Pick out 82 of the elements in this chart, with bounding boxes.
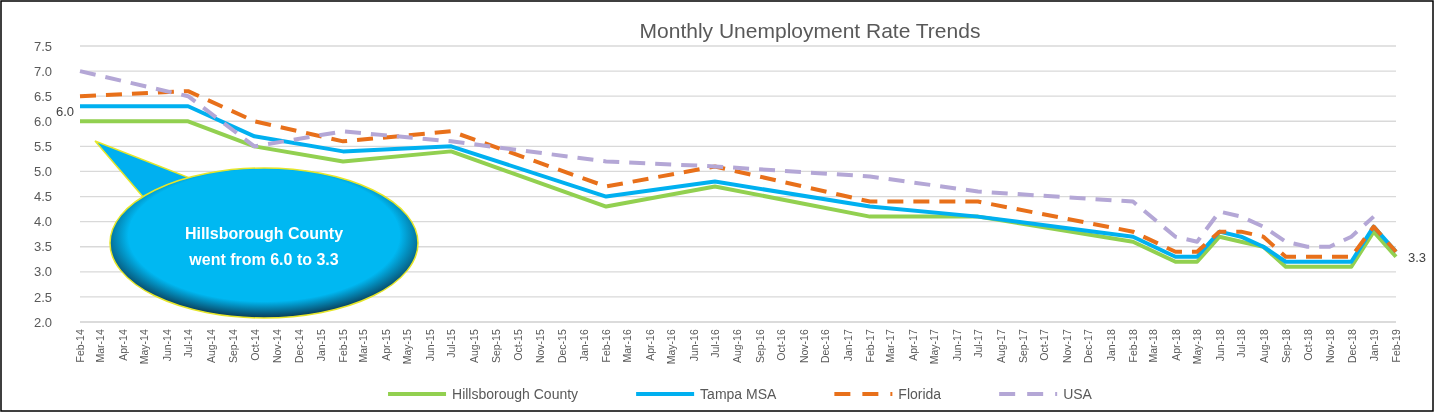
x-tick-label: Jan-16 [577, 329, 590, 362]
x-tick-label: May-16 [665, 329, 678, 365]
x-tick-label: Nov-18 [1323, 329, 1336, 364]
x-tick-label: Apr-17 [906, 329, 919, 361]
x-tick-label: Mar-14 [94, 329, 107, 363]
x-tick-label: Jun-16 [687, 329, 700, 362]
x-tick-label: Jul-15 [445, 329, 458, 358]
data-label: 3.3 [1408, 249, 1427, 265]
legend-label: Florida [898, 386, 942, 402]
x-tick-label: Aug-18 [1257, 329, 1270, 364]
x-tick-label: Nov-14 [270, 329, 283, 364]
chart-title: Monthly Unemployment Rate Trends [639, 19, 981, 42]
x-tick-label: Jul-16 [709, 329, 722, 358]
x-tick-label: May-15 [401, 329, 414, 365]
data-label: 6.0 [55, 104, 74, 120]
x-tick-label: Oct-16 [775, 329, 788, 361]
x-tick-label: Jan-18 [1104, 329, 1117, 362]
legend-label: Hillsborough County [452, 386, 579, 402]
x-tick-label: Feb-16 [600, 329, 613, 363]
x-tick-label: Sep-14 [226, 329, 239, 364]
x-tick-label: Aug-15 [467, 329, 480, 364]
x-tick-label: Sep-15 [490, 329, 503, 364]
y-tick-label: 4.5 [33, 189, 52, 205]
x-tick-label: May-17 [928, 329, 941, 365]
y-tick-label: 3.5 [33, 239, 52, 255]
x-tick-label: Mar-18 [1147, 329, 1160, 363]
x-tick-label: Feb-14 [74, 329, 87, 363]
x-tick-label: Dec-15 [555, 329, 568, 364]
y-tick-label: 6.5 [33, 88, 52, 104]
legend-label: USA [1063, 386, 1093, 402]
x-tick-label: Feb-19 [1390, 329, 1403, 363]
x-tick-label: Jul-18 [1235, 329, 1248, 358]
y-tick-label: 2.5 [33, 289, 52, 305]
x-tick-label: Sep-17 [1016, 329, 1029, 364]
x-tick-label: Aug-14 [204, 329, 217, 364]
annotation: Hillsborough County went from 6.0 to 3.3 [184, 225, 344, 268]
x-tick-label: Apr-16 [643, 329, 656, 361]
x-tick-label: Nov-15 [533, 329, 546, 364]
x-tick-label: Mar-17 [884, 329, 897, 363]
x-tick-label: Jul-14 [182, 329, 195, 358]
y-tick-label: 2.0 [33, 314, 52, 330]
x-tick-label: Jan-17 [841, 329, 854, 362]
line-series [78, 69, 1376, 249]
x-tick-label: Apr-18 [1169, 329, 1182, 361]
legend-label: Tampa MSA [700, 386, 778, 402]
x-tick-label: Feb-15 [337, 329, 350, 363]
y-tick-label: 3.0 [33, 264, 52, 280]
y-tick-label: 5.5 [33, 139, 52, 155]
x-tick-label: Jun-14 [160, 329, 173, 362]
x-tick-label: May-14 [138, 329, 151, 365]
y-tick-label: 5.0 [33, 164, 52, 180]
x-tick-label: Dec-18 [1345, 329, 1358, 364]
x-tick-label: Aug-16 [731, 329, 744, 364]
x-tick-label: Feb-18 [1127, 329, 1140, 363]
x-tick-label: Oct-18 [1301, 329, 1314, 361]
y-tick-label: 4.0 [33, 214, 52, 230]
y-tick-label: 6.0 [33, 113, 52, 129]
x-tick-label: Dec-14 [292, 329, 305, 364]
x-tick-label: Feb-17 [864, 329, 877, 363]
x-tick-label: Jun-18 [1213, 329, 1226, 362]
x-tick-label: Nov-17 [1060, 329, 1073, 364]
x-tick-label: Jul-17 [972, 329, 985, 358]
x-tick-label: Dec-17 [1082, 329, 1095, 364]
x-tick-label: Oct-15 [511, 329, 524, 361]
y-tick-label: 7.0 [33, 63, 52, 79]
x-tick-label: Oct-14 [248, 329, 261, 361]
x-tick-label: Oct-17 [1038, 329, 1051, 361]
x-tick-label: Jun-17 [950, 329, 963, 362]
x-tick-label: Sep-16 [753, 329, 766, 364]
x-tick-label: May-18 [1191, 329, 1204, 365]
x-tick-label: Jan-19 [1367, 329, 1380, 362]
x-tick-label: Apr-15 [379, 329, 392, 361]
x-tick-label: Dec-16 [819, 329, 832, 364]
x-tick-label: Apr-14 [116, 329, 129, 361]
x-tick-label: Jan-15 [314, 329, 327, 362]
x-tick-label: Mar-16 [621, 329, 634, 363]
x-tick-label: Mar-15 [357, 329, 370, 363]
x-tick-label: Aug-17 [994, 329, 1007, 364]
x-tick-label: Nov-16 [797, 329, 810, 364]
x-tick-label: Jun-15 [423, 329, 436, 362]
x-tick-label: Sep-18 [1279, 329, 1292, 364]
y-tick-label: 7.5 [33, 38, 52, 54]
